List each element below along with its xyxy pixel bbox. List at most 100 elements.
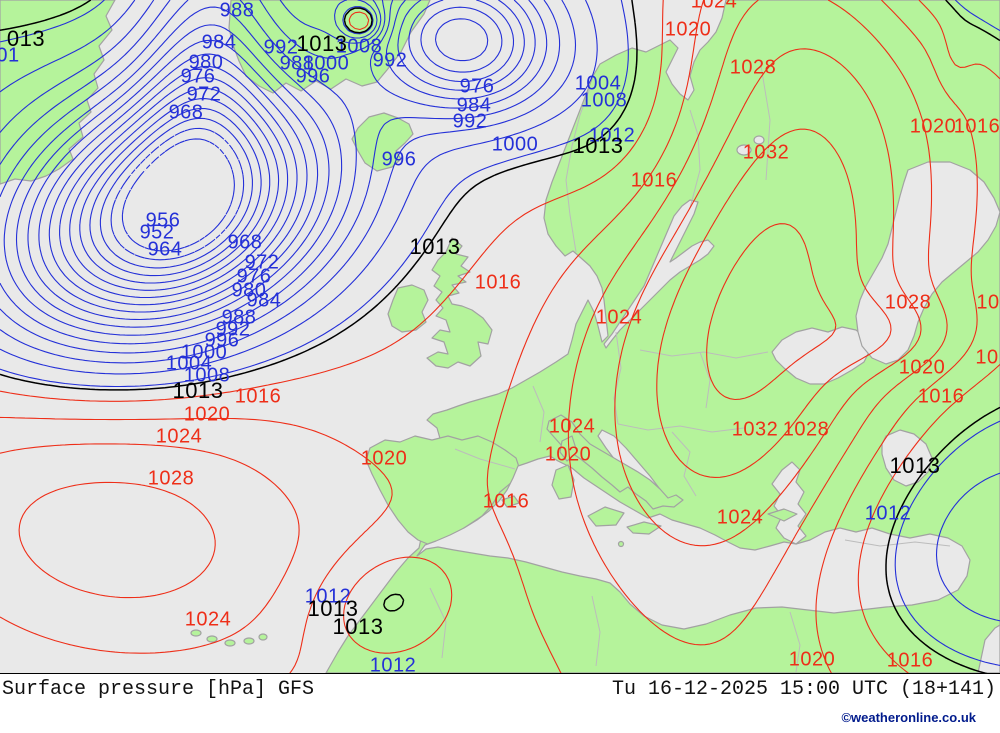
isobar-label: 1012 xyxy=(305,585,352,607)
land-ireland xyxy=(387,284,429,333)
isobar-label: 1004 xyxy=(166,352,213,374)
isobar-label: 996 xyxy=(296,65,331,87)
isobar-label: 988 xyxy=(220,0,255,21)
isobar-1016 xyxy=(0,0,1000,673)
isobar-label: 992 xyxy=(216,318,251,340)
isobar-label: 972 xyxy=(245,251,280,273)
isobar-label: 1024 xyxy=(691,0,738,12)
isobar-label: 1013 xyxy=(297,31,348,56)
isobar-1024 xyxy=(0,0,948,654)
island-canary-3 xyxy=(224,639,236,647)
isobar-1020 xyxy=(0,0,978,673)
island-balearic xyxy=(501,495,520,508)
isobar-1013 xyxy=(0,0,1000,673)
isobar-label: 1032 xyxy=(743,141,790,163)
isobar-label: 01 xyxy=(0,44,20,66)
sea-caspian-south xyxy=(881,429,933,487)
isobar-label: 980 xyxy=(189,51,224,73)
isobar-label: 992 xyxy=(264,36,299,58)
isobar-label: 988 xyxy=(280,52,315,74)
isobar-1036 xyxy=(706,223,837,401)
isobar-1012 xyxy=(0,0,1000,666)
isobar-1004 xyxy=(0,0,577,364)
isobar-label: 1012 xyxy=(865,502,912,524)
island-canary-1 xyxy=(190,629,202,637)
isobar-label: 1013 xyxy=(333,614,384,639)
isobar-label: 1024 xyxy=(549,415,596,437)
isobar-label: 1000 xyxy=(181,341,228,363)
isobar-label: 1020 xyxy=(545,443,592,465)
isobar-968 xyxy=(69,87,280,291)
isobar-label: 1008 xyxy=(184,364,231,386)
isobar-label: 10 xyxy=(975,346,998,368)
valid-time-label: Tu 16-12-2025 15:00 UTC (18+141) xyxy=(611,678,996,701)
isobar-label: 1020 xyxy=(665,18,712,40)
isobar-label: 976 xyxy=(237,265,272,287)
sea-baltic xyxy=(603,199,715,349)
isobar-label: 1000 xyxy=(492,133,539,155)
isobar-label: 992 xyxy=(453,110,488,132)
isobar-984 xyxy=(27,0,515,321)
isobar-contours xyxy=(0,0,1000,673)
isobar-label: 1016 xyxy=(483,490,530,512)
isobar-972 xyxy=(59,77,289,299)
isobar-label: 1020 xyxy=(789,648,836,670)
isobar-label: 1008 xyxy=(336,35,383,57)
isobar-label: 1024 xyxy=(156,425,203,447)
isobar-label: 996 xyxy=(205,329,240,351)
isobar-label: 1013 xyxy=(573,133,624,158)
island-cyprus xyxy=(767,508,798,522)
isobar-label: 1028 xyxy=(783,418,830,440)
isobar-960 xyxy=(89,107,262,277)
isobar-1008 xyxy=(0,0,1000,622)
isobar-label: 10 xyxy=(976,291,999,313)
isobar-label: 1016 xyxy=(918,385,965,407)
isobar-952 xyxy=(110,127,245,261)
isobar-label: 1012 xyxy=(370,654,417,673)
island-crete xyxy=(626,521,662,535)
isobar-label: 1016 xyxy=(887,649,934,671)
isobar-label: 1013 xyxy=(890,453,941,478)
isobar-label: 984 xyxy=(247,289,282,311)
isobar-label: 1013 xyxy=(410,234,461,259)
isobar-label: 984 xyxy=(202,31,237,53)
isobar-label: 1013 xyxy=(308,596,359,621)
isobar-label: 976 xyxy=(181,65,216,87)
isobar-label: 1028 xyxy=(148,467,195,489)
isobar-label: 013 xyxy=(7,26,45,51)
isobar-976 xyxy=(48,18,489,306)
isobar-label: 980 xyxy=(232,279,267,301)
isobar-label: 984 xyxy=(457,94,492,116)
land-greenland-west xyxy=(0,0,116,185)
island-canary-2 xyxy=(206,635,218,643)
credit-link[interactable]: ©weatheronline.co.uk xyxy=(841,710,976,725)
isobar-956 xyxy=(99,117,253,269)
lake-ladoga xyxy=(736,144,752,156)
isobar-label: 1020 xyxy=(361,447,408,469)
footer-bar: Surface pressure [hPa] GFS Tu 16-12-2025… xyxy=(0,674,1000,733)
island-malta xyxy=(617,540,625,548)
isobar-label: 1024 xyxy=(717,506,764,528)
isobar-1000 xyxy=(0,0,561,354)
island-sicily xyxy=(587,506,625,527)
isobar-label: 968 xyxy=(228,231,263,253)
island-canary-5 xyxy=(258,633,268,641)
isobar-label: 952 xyxy=(140,221,175,243)
isobar-label: 1020 xyxy=(899,356,946,378)
isobar-964 xyxy=(79,98,271,284)
sea-red-sea xyxy=(977,624,1000,673)
isobar-980 xyxy=(38,6,503,313)
island-sardinia xyxy=(551,464,575,500)
land-great-britain xyxy=(426,237,493,369)
isobar-label: 1004 xyxy=(575,72,622,94)
isobar-label: 1024 xyxy=(596,306,643,328)
isobar-label: 964 xyxy=(148,238,183,260)
isobar-996 xyxy=(0,0,548,345)
isobar-label: 996 xyxy=(382,148,417,170)
isobar-label: 992 xyxy=(373,49,408,71)
isobar-label: 1016 xyxy=(235,385,282,407)
sea-caspian xyxy=(855,161,1000,365)
isobar-label: 1016 xyxy=(475,271,522,293)
